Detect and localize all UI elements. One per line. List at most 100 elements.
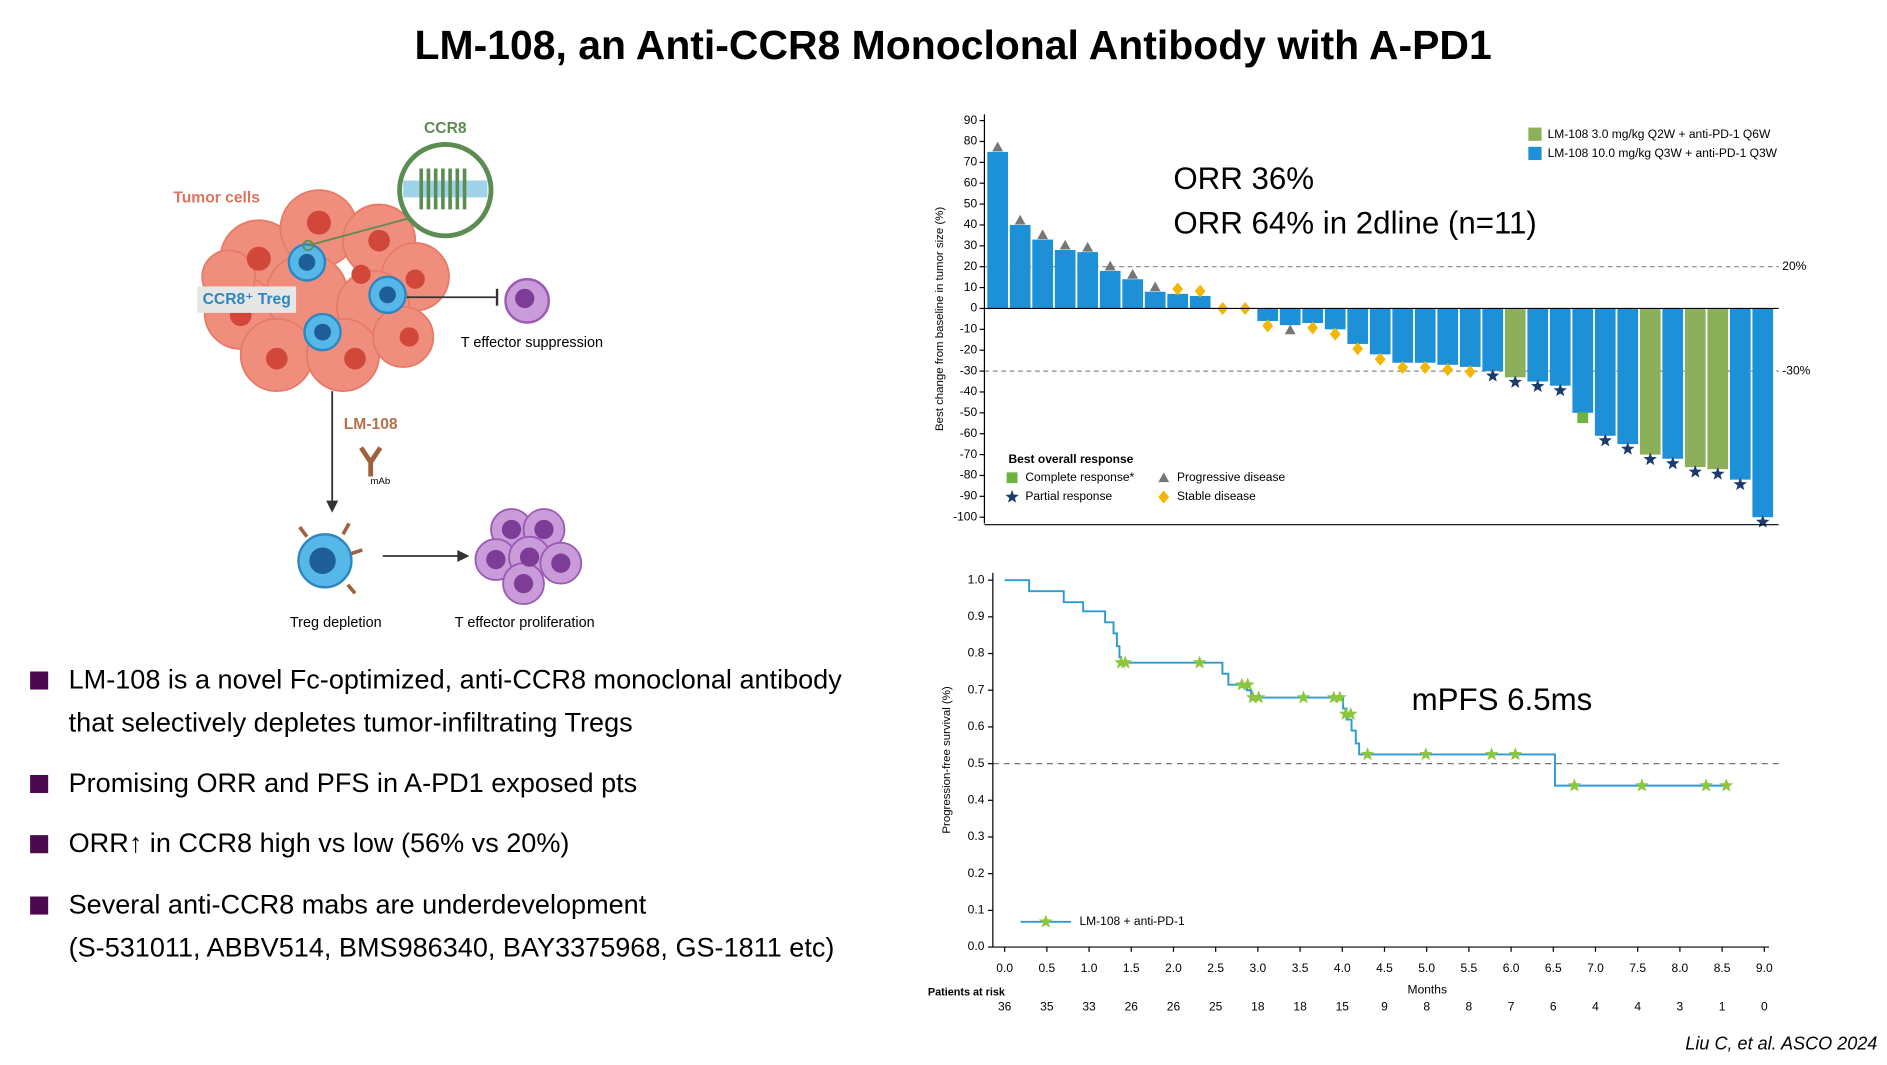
y-tick-label: 0.5: [968, 756, 985, 770]
y-tick-label: 0.3: [968, 829, 985, 843]
censor-mark: [1699, 778, 1713, 792]
y-tick-label: 0.9: [968, 609, 985, 623]
y-tick-label: -40: [960, 384, 978, 398]
censor-mark: [1240, 677, 1255, 691]
censor-mark: [1332, 690, 1347, 704]
x-tick-label: 3.5: [1292, 961, 1309, 975]
x-tick-label: 8.5: [1714, 961, 1731, 975]
bullet-text: (S-531011, ABBV514, BMS986340, BAY337596…: [69, 932, 835, 963]
citation: Liu C, et al. ASCO 2024: [1685, 1033, 1877, 1053]
risk-count: 36: [998, 999, 1012, 1013]
censor-mark: [1484, 747, 1499, 761]
risk-count: 9: [1381, 999, 1388, 1013]
x-tick-label: 2.5: [1207, 961, 1224, 975]
x-tick-label: 6.5: [1545, 961, 1562, 975]
mechanism-diagram: CCR8 Tumor cells CCR8⁺ Treg T effector s…: [173, 120, 603, 631]
x-tick-label: 3.0: [1250, 961, 1267, 975]
y-axis-label: Progression-free survival (%): [941, 686, 953, 833]
censor-mark: [1343, 706, 1358, 720]
bullet-text: that selectively depletes tumor-infiltra…: [69, 707, 633, 738]
drug-label: LM-108: [344, 416, 398, 433]
x-tick-label: 0.5: [1038, 961, 1055, 975]
response-marker: [1530, 379, 1545, 393]
x-tick-label: 1.5: [1123, 961, 1140, 975]
y-tick-label: -90: [960, 489, 978, 503]
y-tick-label: 50: [964, 196, 978, 210]
risk-count: 33: [1082, 999, 1096, 1013]
bullet-text: Promising ORR and PFS in A-PD1 exposed p…: [69, 767, 638, 798]
legend-label: LM-108 10.0 mg/kg Q3W + anti-PD-1 Q3W: [1548, 146, 1778, 160]
y-tick-label: -30: [960, 363, 978, 377]
x-tick-label: 7.0: [1587, 961, 1604, 975]
bar: [1707, 308, 1729, 470]
bar: [1594, 308, 1616, 436]
bar: [1302, 308, 1324, 324]
bullet-text: Several anti-CCR8 mabs are underdevelopm…: [69, 888, 647, 919]
risk-count: 0: [1761, 999, 1768, 1013]
x-tick-label: 7.5: [1629, 961, 1646, 975]
risk-count: 25: [1209, 999, 1223, 1013]
response-marker: [1158, 490, 1170, 504]
bar: [1437, 308, 1459, 365]
bar: [1167, 293, 1189, 309]
treg-cells: [287, 243, 407, 352]
y-axis-label: Best change from baseline in tumor size …: [934, 207, 946, 431]
ccr8-membrane: [403, 168, 488, 210]
x-tick-label: 5.0: [1418, 961, 1435, 975]
bar: [1189, 295, 1211, 309]
bar: [1122, 279, 1144, 309]
legend-marker: [1038, 914, 1053, 928]
x-tick-label: 4.0: [1334, 961, 1351, 975]
x-axis-label: Months: [1408, 983, 1447, 997]
bullet-text: ORR↑ in CCR8 high vs low (56% vs 20%): [69, 827, 570, 858]
censor-mark: [1567, 778, 1582, 792]
response-marker: [1688, 464, 1702, 478]
x-tick-label: 9.0: [1756, 961, 1773, 975]
legend-swatch: [1528, 127, 1542, 141]
response-marker: [1127, 269, 1139, 279]
bar: [1662, 308, 1684, 459]
risk-count: 8: [1466, 999, 1473, 1013]
response-marker: [1158, 472, 1170, 483]
response-marker: [1508, 375, 1522, 388]
risk-count: 4: [1634, 999, 1641, 1013]
legend-label: Complete response*: [1025, 470, 1134, 484]
y-tick-label: 90: [964, 113, 978, 127]
response-marker: [1442, 363, 1454, 377]
legend-label: LM-108 + anti-PD-1: [1079, 914, 1185, 928]
bullet-square: [30, 774, 49, 794]
y-tick-label: 0.4: [968, 792, 985, 806]
y-tick-label: 10: [964, 280, 978, 294]
risk-count: 6: [1550, 999, 1557, 1013]
y-tick-label: -100: [953, 509, 977, 523]
censor-mark: [1234, 677, 1249, 691]
bar: [1482, 308, 1504, 372]
x-tick-label: 6.0: [1503, 961, 1520, 975]
response-marker: [1172, 282, 1184, 296]
bullet-square: [30, 671, 49, 690]
bar: [1077, 252, 1099, 309]
y-tick-label: 80: [964, 134, 978, 148]
depletion-label: Treg depletion: [290, 615, 382, 631]
suppression-label: T effector suppression: [461, 335, 603, 351]
bar: [1617, 308, 1639, 445]
censor-mark: [1192, 655, 1207, 669]
risk-title: Patients at risk: [928, 987, 1006, 999]
bar: [1347, 308, 1369, 344]
risk-count: 7: [1508, 999, 1515, 1013]
response-marker: [1006, 472, 1018, 484]
bar: [1009, 224, 1031, 309]
bar: [1369, 308, 1391, 355]
risk-count: 18: [1251, 999, 1265, 1013]
arrow-head: [457, 549, 470, 562]
y-tick-label: 70: [964, 155, 978, 169]
zoom-line: [307, 215, 416, 247]
bar: [1729, 308, 1751, 480]
y-tick-label: 1.0: [968, 572, 985, 586]
legend-title: Best overall response: [1008, 452, 1133, 466]
bar: [1752, 308, 1774, 518]
response-marker: [1419, 361, 1431, 375]
t-effector-nucleus: [515, 288, 535, 309]
